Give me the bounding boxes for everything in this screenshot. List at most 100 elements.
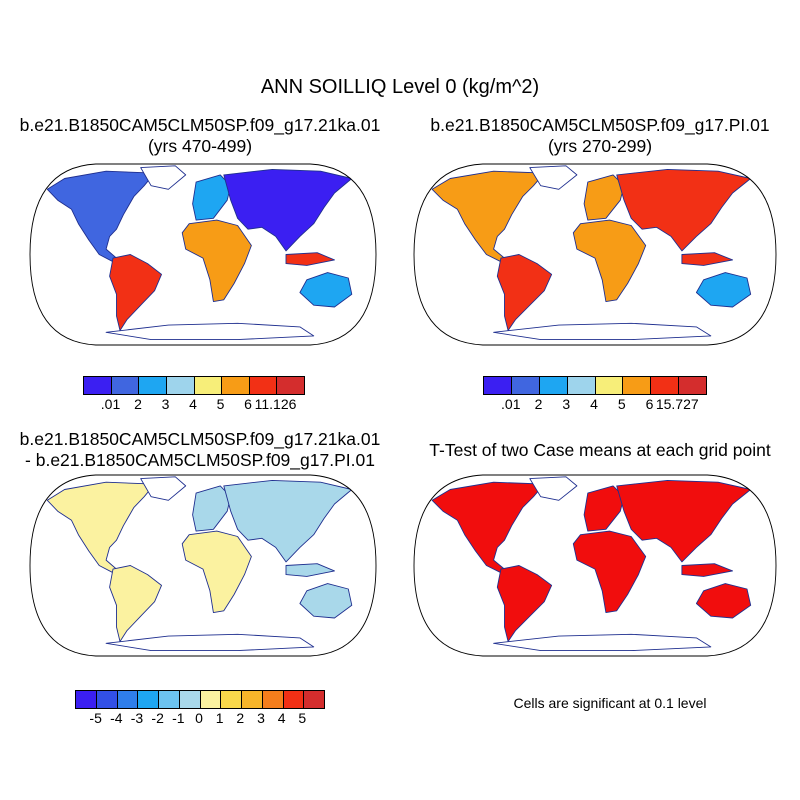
continent-australia (695, 583, 752, 619)
colorbar-tick-label: -3 (130, 710, 144, 726)
colorbar-tick-label: -1 (172, 710, 185, 726)
colorbar-tick-label: .01 (501, 396, 521, 412)
colorbar-swatch (651, 377, 680, 394)
colorbar-swatch (623, 377, 652, 394)
colorbar-swatch (539, 377, 568, 394)
map-case1 (29, 163, 377, 346)
colorbar-swatch (76, 691, 97, 708)
colorbar-tick-label: 2 (236, 710, 245, 726)
panel-title-case2: b.e21.B1850CAM5CLM50SP.f09_g17.PI.01 (yr… (400, 115, 800, 157)
panel-title-ttest: T-Test of two Case means at each grid po… (429, 440, 771, 460)
panel-title-diff: b.e21.B1850CAM5CLM50SP.f09_g17.21ka.01 -… (0, 429, 400, 471)
continent-australia (299, 583, 353, 619)
colorbar-tick-label: 5 (617, 396, 626, 412)
colorbar-tick-label: .01 (100, 396, 121, 412)
colorbar-swatch (249, 377, 278, 394)
continent-indonesia (285, 563, 335, 577)
panel-title-diff-line2: - b.e21.B1850CAM5CLM50SP.f09_g17.PI.01 (25, 450, 375, 470)
colorbar-swatch (283, 691, 305, 708)
continent-africa (181, 219, 252, 303)
colorbar-swatch (117, 691, 139, 708)
continent-greenland (529, 476, 578, 501)
colorbar-case1 (83, 376, 305, 395)
colorbar-swatch (567, 377, 596, 394)
colorbar-tick-label: 3 (257, 710, 265, 726)
colorbar-tick-label: 2 (134, 396, 142, 412)
colorbar-diff (75, 690, 325, 709)
continent-asia (223, 479, 353, 563)
colorbar-swatch (166, 377, 195, 394)
continent-asia (616, 479, 752, 563)
continent-africa (572, 219, 647, 303)
colorbar-swatch (111, 377, 140, 394)
colorbar-tick-label: 5 (298, 710, 307, 726)
map-diff (29, 474, 377, 657)
colorbar-swatch (179, 691, 201, 708)
continent-antarctica (493, 322, 712, 341)
continent-europe (583, 485, 625, 532)
colorbar-swatch (159, 691, 180, 708)
map-frame (413, 474, 777, 657)
continent-australia (695, 272, 752, 308)
continent-south-america (109, 254, 162, 331)
colorbar-tick-label: 4 (277, 710, 286, 726)
map-frame (413, 163, 777, 346)
colorbar-swatch (484, 377, 512, 394)
colorbar-tick-label: 1 (215, 710, 224, 726)
panel-title-case1: b.e21.B1850CAM5CLM50SP.f09_g17.21ka.01 (… (0, 115, 400, 157)
colorbar-swatch (262, 691, 284, 708)
continent-north-america (46, 170, 156, 263)
continent-south-america (109, 565, 162, 642)
continent-antarctica (493, 633, 712, 652)
colorbar-swatch (277, 377, 304, 394)
panel-title-case2-line2: (yrs 270-299) (547, 136, 653, 156)
continent-europe (192, 485, 232, 532)
colorbar-swatch (84, 377, 112, 394)
continent-antarctica (105, 322, 315, 341)
colorbar-tick-label: 6 (244, 396, 252, 412)
colorbar-swatch (139, 377, 167, 394)
colorbar-swatch (194, 377, 223, 394)
continent-greenland (140, 476, 187, 501)
continent-south-america (496, 565, 553, 642)
colorbar-tick-label: 6 (645, 396, 654, 412)
colorbar-swatch (679, 377, 706, 394)
colorbar-tick-label: 0 (195, 710, 203, 726)
panel-title-diff-line1: b.e21.B1850CAM5CLM50SP.f09_g17.21ka.01 (19, 429, 381, 449)
continent-australia (299, 272, 353, 308)
significance-note: Cells are significant at 0.1 level (513, 695, 707, 711)
panel-title-case1-line2: (yrs 470-499) (147, 136, 253, 156)
colorbar-tick-label: 2 (534, 396, 543, 412)
continent-asia (223, 168, 353, 252)
colorbar-tick-label: 15.727 (655, 396, 699, 412)
continent-south-america (496, 254, 553, 331)
colorbar-tick-label: 3 (562, 396, 571, 412)
map-frame (29, 163, 377, 346)
colorbar-tick-label: 3 (161, 396, 170, 412)
continent-europe (192, 174, 232, 221)
colorbar-swatch (221, 691, 242, 708)
continent-indonesia (285, 252, 335, 266)
colorbar-tick-label: -2 (151, 710, 164, 726)
continent-north-america (431, 481, 545, 574)
colorbar-tick-label: 4 (590, 396, 598, 412)
continent-asia (616, 168, 752, 252)
continent-europe (583, 174, 625, 221)
colorbar-tick-label: 5 (216, 396, 225, 412)
map-frame (29, 474, 377, 657)
continent-greenland (529, 165, 578, 190)
map-ttest (413, 474, 777, 657)
colorbar-case2 (483, 376, 707, 395)
map-case2 (413, 163, 777, 346)
colorbar-swatch (200, 691, 222, 708)
colorbar-swatch (304, 691, 324, 708)
figure-title: ANN SOILLIQ Level 0 (kg/m^2) (260, 76, 540, 98)
continent-north-america (431, 170, 545, 263)
continent-africa (181, 530, 252, 614)
colorbar-swatch (511, 377, 540, 394)
continent-antarctica (105, 633, 315, 652)
colorbar-swatch (595, 377, 624, 394)
colorbar-swatch (242, 691, 263, 708)
colorbar-swatch (222, 377, 250, 394)
colorbar-tick-label: 11.126 (254, 396, 297, 412)
